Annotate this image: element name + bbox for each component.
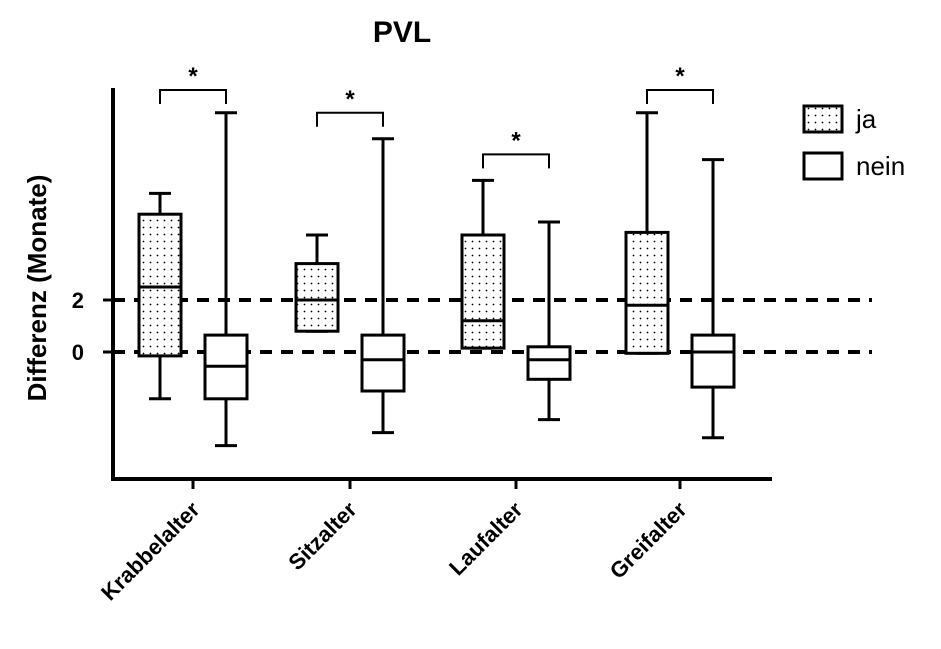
significance-star: * — [511, 127, 521, 154]
box-ja-Sitzalter — [294, 233, 340, 333]
legend-swatch — [802, 104, 844, 134]
significance-bracket: * — [646, 63, 714, 104]
bracket-line — [316, 111, 384, 127]
x-tick-label: Sitzalter — [283, 497, 362, 576]
box-ja-Greifalter — [624, 111, 670, 355]
box-body — [460, 233, 506, 350]
box-ja-Krabbelalter — [137, 191, 183, 401]
significance-bracket: * — [159, 63, 227, 104]
significance-bracket: * — [316, 86, 384, 127]
legend-swatch — [802, 151, 844, 181]
significance-star: * — [675, 63, 685, 90]
box-nein-Laufalter — [526, 220, 572, 422]
box-nein-Greifalter — [690, 158, 736, 440]
x-tick-label: Greifalter — [605, 497, 692, 584]
box-body — [360, 333, 406, 393]
box-body — [624, 230, 670, 355]
significance-star: * — [188, 63, 198, 90]
bracket-line — [482, 153, 550, 169]
x-tick-label: Krabbelalter — [96, 497, 205, 606]
bracket-line — [159, 89, 227, 104]
legend-item-ja: ja — [802, 104, 877, 134]
box-ja-Laufalter — [460, 178, 506, 350]
chart-title: PVL — [373, 16, 431, 49]
plot-area: 0 2 Krabbelalter Sitzalter Laufalter Greifalt… — [72, 63, 872, 605]
legend-item-nein: nein — [802, 151, 905, 181]
bracket-line — [646, 89, 714, 104]
x-tick-label: Laufalter — [444, 497, 528, 581]
legend-label: nein — [856, 151, 905, 181]
y-tick-label: 2 — [72, 288, 84, 313]
box-body — [690, 333, 736, 389]
y-axis-label: Differenz (Monate) — [22, 175, 52, 402]
box-nein-Sitzalter — [360, 137, 406, 435]
box-nein-Krabbelalter — [203, 111, 249, 448]
y-tick-label: 0 — [72, 340, 84, 365]
legend: ja nein — [802, 104, 905, 181]
legend-label: ja — [855, 104, 877, 134]
significance-star: * — [345, 86, 355, 113]
significance-bracket: * — [482, 127, 550, 169]
box-body — [294, 262, 340, 333]
box-body — [137, 212, 183, 358]
box-body — [526, 345, 572, 381]
